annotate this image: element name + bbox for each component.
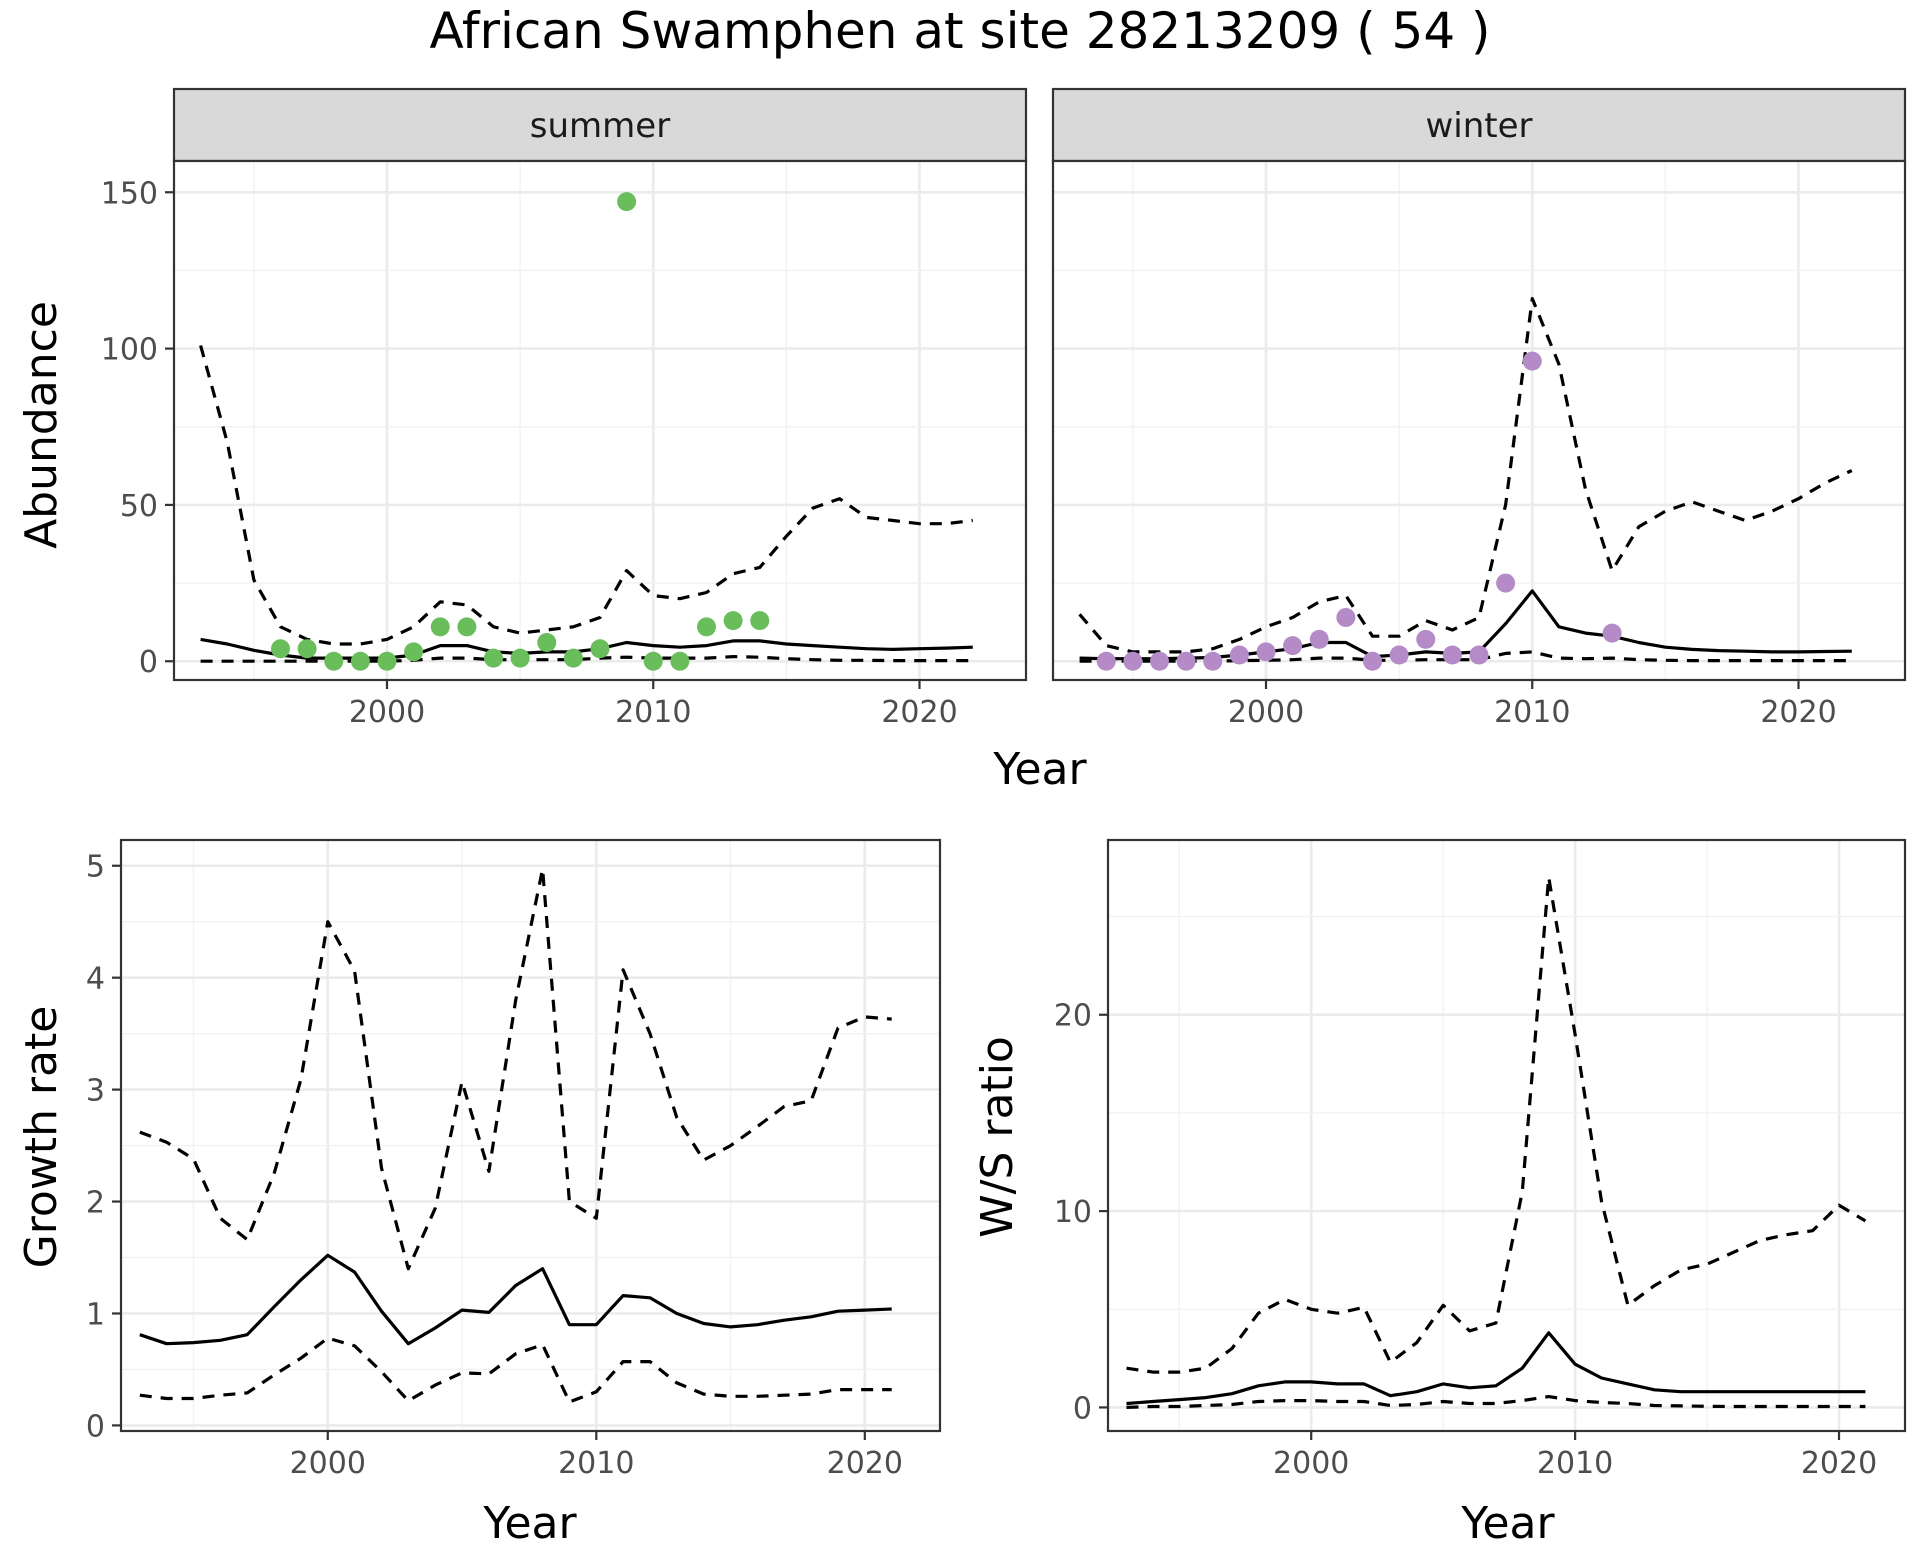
winter-data-point bbox=[1602, 623, 1622, 643]
ws-ratio-y-tick-label: 20 bbox=[1054, 999, 1092, 1034]
summer-panel-border bbox=[172, 159, 1028, 682]
winter-panel: winter 2000 2010 2020 bbox=[1051, 87, 1907, 730]
ws-ratio-y-tick-label: 10 bbox=[1054, 1195, 1092, 1230]
winter-data-point bbox=[1283, 636, 1303, 656]
summer-data-point bbox=[697, 617, 716, 637]
summer-data-point bbox=[590, 639, 610, 659]
summer-data-point bbox=[404, 642, 424, 662]
summer-panel: summer 2000 2010 2020 0 50 100 150 bbox=[101, 87, 1028, 730]
winter-data-point bbox=[1096, 651, 1116, 671]
summer-y-tick-label: 150 bbox=[101, 176, 158, 211]
winter-data-point bbox=[1176, 651, 1196, 671]
winter-x-tick-label: 2020 bbox=[1760, 695, 1836, 730]
summer-x-tick-label: 2020 bbox=[881, 695, 957, 730]
growth-rate-panel: 2000 2010 2020 0 1 2 3 4 5 bbox=[86, 838, 942, 1481]
summer-data-point bbox=[350, 651, 370, 671]
ws-ratio-dashed-line-2 bbox=[1126, 1395, 1866, 1409]
growth-rate-y-tick-label: 1 bbox=[86, 1297, 105, 1332]
summer-data-point bbox=[484, 648, 503, 668]
ws-ratio-panel: 2000 2010 2020 0 10 20 bbox=[1054, 838, 1907, 1481]
summer-data-point bbox=[457, 617, 477, 637]
winter-data-point bbox=[1256, 642, 1276, 662]
ws-ratio-plot-area: 2000 2010 2020 0 10 20 bbox=[1054, 838, 1907, 1481]
summer-strip bbox=[172, 87, 1028, 163]
summer-data-point bbox=[430, 617, 450, 637]
winter-data-point bbox=[1203, 651, 1223, 671]
winter-data-point bbox=[1336, 607, 1356, 627]
ws-ratio-panel-background bbox=[1108, 840, 1905, 1431]
summer-data-point bbox=[563, 648, 583, 668]
summer-data-point bbox=[271, 639, 290, 659]
winter-data-point bbox=[1309, 629, 1329, 649]
winter-x-tick-label: 2000 bbox=[1228, 695, 1304, 730]
figure-title: African Swamphen at site 28213209 ( 54 ) bbox=[429, 2, 1490, 60]
winter-data-point bbox=[1416, 629, 1436, 649]
summer-plot-area: 2000 2010 2020 0 50 100 150 bbox=[101, 159, 1028, 730]
growth-rate-y-tick-label: 3 bbox=[86, 1074, 105, 1109]
summer-data-point bbox=[297, 639, 317, 659]
growth-rate-y-tick-label: 0 bbox=[86, 1409, 105, 1444]
growth-rate-panel-border bbox=[119, 838, 942, 1433]
growth-rate-dashed-line-1 bbox=[139, 867, 892, 1271]
ws-ratio-x-tick-label: 2020 bbox=[1801, 1446, 1877, 1481]
growth-rate-panel-background bbox=[121, 840, 940, 1431]
growth-rate-x-axis-title: Year bbox=[482, 1498, 577, 1549]
growth-rate-plot-area: 2000 2010 2020 0 1 2 3 4 5 bbox=[86, 838, 942, 1481]
winter-panel-border bbox=[1051, 159, 1907, 682]
summer-x-tick-label: 2010 bbox=[615, 695, 691, 730]
ws-ratio-y-axis-title: W/S ratio bbox=[972, 1036, 1023, 1238]
summer-data-point bbox=[750, 611, 770, 631]
abundance-y-axis-title: Abundance bbox=[16, 301, 67, 549]
growth-rate-y-tick-label: 5 bbox=[86, 850, 105, 885]
growth-rate-y-tick-label: 2 bbox=[86, 1186, 105, 1221]
winter-x-tick-label: 2010 bbox=[1494, 695, 1570, 730]
winter-plot-area: 2000 2010 2020 bbox=[1051, 159, 1907, 730]
winter-data-point bbox=[1150, 651, 1169, 671]
growth-rate-y-tick-label: 4 bbox=[86, 962, 105, 997]
summer-data-point bbox=[510, 648, 530, 668]
summer-y-tick-label: 0 bbox=[139, 645, 158, 680]
winter-dashed-line-1 bbox=[1078, 297, 1853, 654]
ws-ratio-panel-border bbox=[1106, 838, 1907, 1433]
winter-panel-background bbox=[1053, 161, 1905, 680]
winter-strip bbox=[1051, 87, 1907, 163]
summer-panel-background bbox=[174, 161, 1026, 680]
winter-data-point bbox=[1442, 645, 1462, 665]
winter-data-point bbox=[1123, 651, 1143, 671]
summer-y-tick-label: 50 bbox=[120, 489, 158, 524]
winter-data-point bbox=[1522, 351, 1542, 371]
winter-strip-label: winter bbox=[1425, 106, 1532, 146]
summer-data-point bbox=[723, 611, 743, 631]
summer-x-tick-label: 2000 bbox=[349, 695, 425, 730]
summer-data-point bbox=[537, 632, 557, 652]
summer-y-tick-label: 100 bbox=[101, 333, 158, 368]
growth-rate-solid-line bbox=[139, 1253, 892, 1346]
growth-rate-dashed-line-2 bbox=[139, 1336, 892, 1404]
growth-rate-y-axis-title: Growth rate bbox=[16, 1006, 67, 1269]
summer-data-point bbox=[617, 192, 637, 212]
ws-ratio-x-tick-label: 2010 bbox=[1537, 1446, 1613, 1481]
summer-data-point bbox=[377, 651, 397, 671]
winter-data-point bbox=[1363, 651, 1382, 671]
abundance-x-axis-title: Year bbox=[992, 744, 1087, 795]
summer-strip-label: summer bbox=[530, 106, 670, 146]
ws-ratio-solid-line bbox=[1126, 1331, 1866, 1406]
winter-data-point bbox=[1496, 573, 1516, 593]
ws-ratio-x-axis-title: Year bbox=[1460, 1498, 1555, 1549]
growth-rate-x-tick-label: 2000 bbox=[290, 1446, 366, 1481]
winter-data-point bbox=[1469, 645, 1489, 665]
winter-data-point bbox=[1229, 645, 1249, 665]
ws-ratio-x-tick-label: 2000 bbox=[1273, 1446, 1349, 1481]
growth-rate-x-tick-label: 2020 bbox=[827, 1446, 903, 1481]
ws-ratio-y-tick-label: 0 bbox=[1073, 1391, 1092, 1426]
summer-data-point bbox=[324, 651, 344, 671]
summer-data-point bbox=[670, 651, 690, 671]
summer-dashed-line-1 bbox=[199, 345, 973, 646]
summer-data-point bbox=[643, 651, 663, 671]
winter-data-point bbox=[1389, 645, 1409, 665]
ws-ratio-dashed-line-1 bbox=[1126, 875, 1867, 1374]
growth-rate-x-tick-label: 2010 bbox=[558, 1446, 634, 1481]
